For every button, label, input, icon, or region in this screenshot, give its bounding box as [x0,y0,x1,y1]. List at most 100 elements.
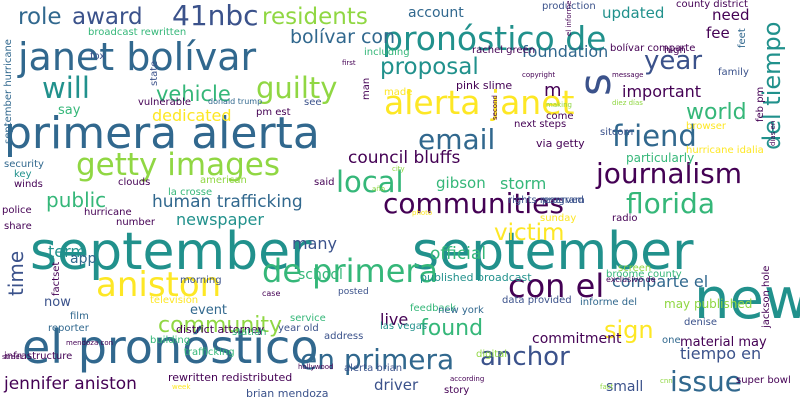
word: award [72,4,143,30]
word: hollywood [298,363,334,371]
word: will [42,71,90,105]
word: el pronóstico [22,320,319,374]
word: time [4,250,28,296]
word: journalism [596,157,743,190]
word: city [392,165,405,173]
word: screen [618,263,652,274]
word: number [116,217,156,228]
word: feedback [410,303,456,314]
word: service [290,313,326,324]
word: driver [374,376,419,394]
word: primera alerta [4,108,320,159]
word: guilty [256,71,338,105]
word: el informe [565,0,573,37]
word: días en [769,120,777,146]
word: next steps [514,119,567,130]
word: public [46,188,107,212]
word: september [30,222,312,282]
word: community [158,313,283,338]
word: la crosse [168,187,213,198]
word: official [430,244,487,264]
word: browser [686,121,727,132]
word: now [44,295,71,310]
word: via getty [536,137,585,150]
word: production [542,1,596,12]
word: say [58,103,81,118]
word: second [491,95,499,120]
word: m [544,80,562,101]
word: data provided [502,295,572,306]
word: feet [737,28,748,48]
word: fee [706,24,730,42]
word: brian mendoza [246,387,329,400]
word: new york [438,305,484,316]
word: posted [338,287,369,297]
word: world [686,100,747,125]
word: material may [680,335,767,350]
word: newspaper [176,210,264,229]
word: alerta brian [344,363,403,374]
word: street [2,353,23,361]
word: clouds [118,177,151,188]
word: police [2,205,32,216]
word: week [172,383,191,391]
word: may published [664,297,753,311]
word: state [149,60,160,86]
word: pm est [256,107,291,118]
word: issue [670,365,742,398]
word: rights reserved [508,195,584,206]
word: las vegas [380,321,428,332]
word: man [361,77,372,100]
word: tiempo en [680,344,762,363]
word: key [14,169,32,180]
word: school [298,267,343,283]
word: winds [14,179,43,190]
word: mendoza con [66,339,114,347]
word: anchor [480,342,570,372]
word: super bowl [736,375,791,386]
word: residents [262,4,368,30]
word: story [444,385,470,396]
word: de primera [262,252,439,290]
word: s [570,73,621,96]
word: case [262,289,281,298]
word: building [150,335,191,346]
word: family [718,67,749,78]
word: many [292,234,337,253]
word: factset [51,261,62,296]
word: dedicated [152,106,232,125]
word: rachel green [472,45,536,56]
word: human trafficking [152,192,303,212]
word: said [314,177,335,188]
word: bolívar comparte [610,43,696,54]
word: commitment [532,331,622,347]
word: diez días [612,99,643,107]
word: updated [602,4,665,22]
word: morning [180,275,222,286]
word: foundation [522,42,609,61]
word: feb pm [755,86,766,122]
word: radio [612,213,638,224]
word: victim [494,220,565,246]
word: app [70,251,97,267]
word: address [324,331,364,342]
word: 41nbc [172,0,259,32]
word: infrastructure [4,351,73,362]
word: account [408,5,464,21]
word: district attorney [176,323,265,336]
word: photo [412,209,433,217]
word: station [232,327,267,338]
word: hurricane [84,207,132,218]
word: making [546,101,572,109]
word: denise [684,317,717,328]
word: come [546,111,574,122]
word: including [364,47,410,58]
word: need [712,6,750,24]
word: año [372,185,386,193]
word: television [150,295,199,306]
word: aniston [96,265,222,305]
word: alerta janet [384,83,575,122]
word: sitcom [600,127,634,138]
word: gibson [436,174,486,192]
